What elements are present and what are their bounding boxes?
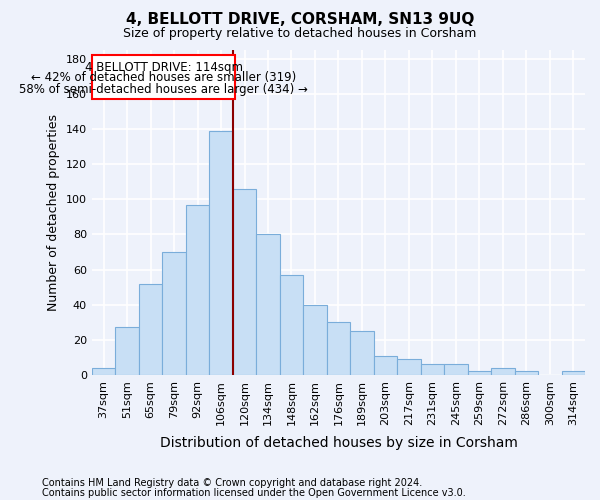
Bar <box>280 275 303 375</box>
Bar <box>397 359 421 375</box>
Bar <box>421 364 444 375</box>
Text: 4 BELLOTT DRIVE: 114sqm: 4 BELLOTT DRIVE: 114sqm <box>85 60 242 74</box>
Text: Contains public sector information licensed under the Open Government Licence v3: Contains public sector information licen… <box>42 488 466 498</box>
Bar <box>350 331 374 375</box>
Y-axis label: Number of detached properties: Number of detached properties <box>47 114 61 311</box>
Bar <box>163 252 186 375</box>
Bar <box>139 284 163 375</box>
Bar <box>374 356 397 375</box>
Bar <box>256 234 280 375</box>
Text: 4, BELLOTT DRIVE, CORSHAM, SN13 9UQ: 4, BELLOTT DRIVE, CORSHAM, SN13 9UQ <box>126 12 474 28</box>
Bar <box>209 131 233 375</box>
Text: Size of property relative to detached houses in Corsham: Size of property relative to detached ho… <box>124 28 476 40</box>
Bar <box>562 372 585 375</box>
Bar <box>444 364 467 375</box>
Text: ← 42% of detached houses are smaller (319): ← 42% of detached houses are smaller (31… <box>31 71 296 84</box>
Bar <box>92 368 115 375</box>
Bar <box>515 372 538 375</box>
Bar <box>327 322 350 375</box>
Text: Contains HM Land Registry data © Crown copyright and database right 2024.: Contains HM Land Registry data © Crown c… <box>42 478 422 488</box>
X-axis label: Distribution of detached houses by size in Corsham: Distribution of detached houses by size … <box>160 436 517 450</box>
Bar <box>186 204 209 375</box>
Bar <box>467 372 491 375</box>
Bar <box>491 368 515 375</box>
Bar <box>92 56 235 99</box>
Bar <box>303 304 327 375</box>
Bar <box>115 328 139 375</box>
Bar <box>233 188 256 375</box>
Text: 58% of semi-detached houses are larger (434) →: 58% of semi-detached houses are larger (… <box>19 84 308 96</box>
